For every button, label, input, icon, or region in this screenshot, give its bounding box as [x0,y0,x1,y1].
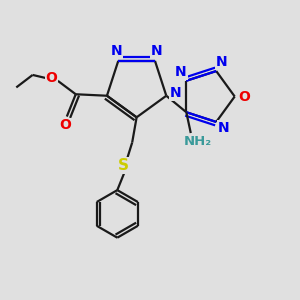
Text: N: N [111,44,123,58]
Text: O: O [45,71,57,85]
Text: S: S [118,158,129,173]
Text: N: N [175,65,187,79]
Text: O: O [59,118,71,133]
Text: N: N [216,55,227,69]
Text: N: N [218,121,230,135]
Text: N: N [151,44,162,58]
Text: N: N [170,86,182,100]
Text: O: O [238,89,250,103]
Text: NH₂: NH₂ [184,135,212,148]
